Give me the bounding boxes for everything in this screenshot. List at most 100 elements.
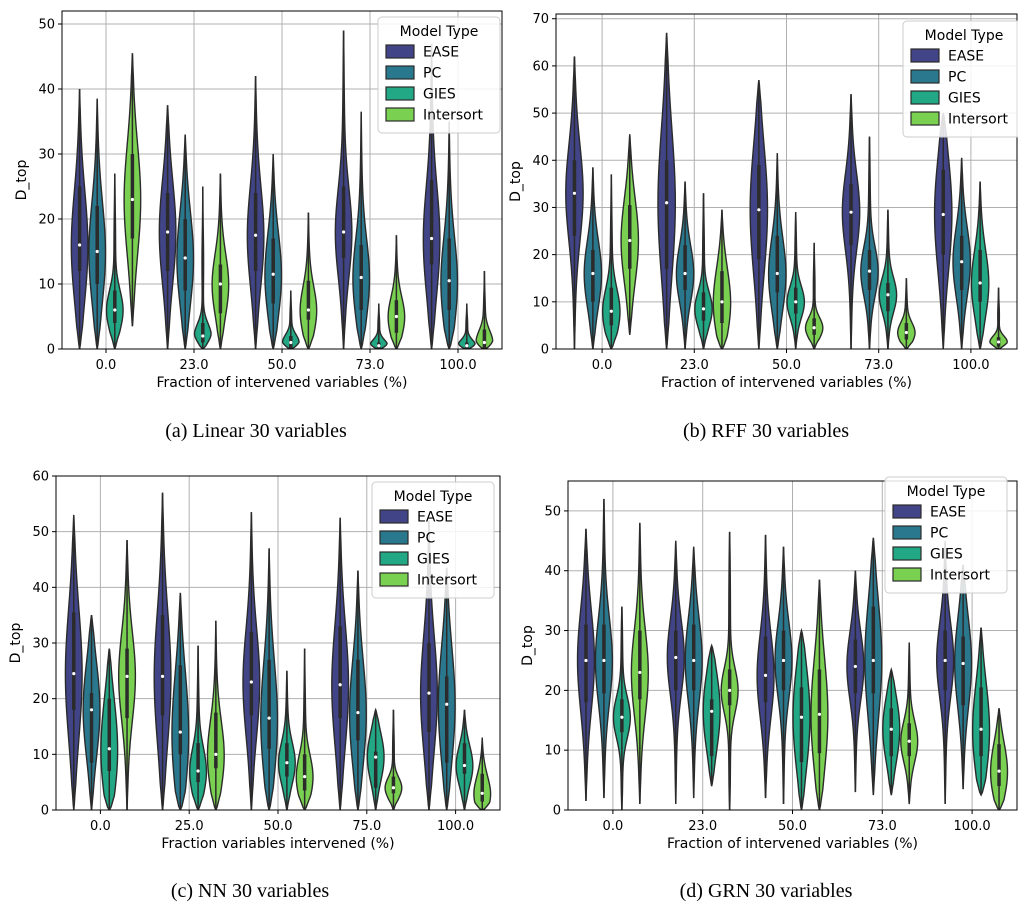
violin-median bbox=[218, 282, 222, 286]
violin-box bbox=[799, 687, 804, 763]
violin-box bbox=[444, 676, 449, 763]
violin-box bbox=[961, 636, 965, 706]
violin-box bbox=[979, 687, 983, 757]
violin-box bbox=[427, 643, 431, 733]
violins bbox=[565, 32, 1008, 349]
violin-box bbox=[267, 659, 271, 749]
legend: Model Type EASE PC GIES Intersort bbox=[371, 481, 495, 599]
violin-box bbox=[253, 193, 258, 271]
violin-box bbox=[462, 743, 467, 774]
x-tick-label: 25.0 bbox=[175, 819, 204, 834]
legend-title: Model Type bbox=[394, 489, 473, 505]
violin-median bbox=[757, 208, 761, 212]
y-tick-label: 0 bbox=[47, 343, 55, 358]
y-tick-label: 30 bbox=[32, 637, 49, 652]
violin-box bbox=[691, 624, 696, 691]
legend-title: Model Type bbox=[400, 24, 479, 40]
violin-box bbox=[160, 615, 165, 716]
x-tick-label: 100.0 bbox=[952, 358, 989, 373]
legend-label-ease: EASE bbox=[930, 505, 966, 521]
x-tick-label: 23.0 bbox=[180, 358, 209, 373]
violin-median bbox=[817, 712, 822, 716]
violins bbox=[576, 498, 1009, 810]
violin-median bbox=[683, 271, 687, 276]
violin-median bbox=[849, 210, 853, 214]
violin-median bbox=[374, 755, 378, 759]
violin-median bbox=[359, 275, 363, 280]
violin-box bbox=[584, 624, 588, 703]
legend-swatch-intersort bbox=[385, 107, 415, 122]
legend-label-gies: GIES bbox=[948, 91, 981, 107]
y-tick-label: 0 bbox=[541, 343, 549, 358]
violins bbox=[70, 30, 494, 349]
violin-median bbox=[289, 340, 293, 345]
y-tick-label: 50 bbox=[38, 18, 55, 33]
violin-median bbox=[812, 326, 816, 330]
legend-label-intersort: Intersort bbox=[930, 568, 990, 584]
legend-label-ease: EASE bbox=[417, 510, 453, 526]
legend-swatch-gies bbox=[892, 546, 922, 561]
violin-median bbox=[978, 281, 982, 285]
violin-median bbox=[728, 688, 732, 692]
violin-box bbox=[306, 280, 311, 320]
legend-swatch-pc bbox=[385, 65, 415, 80]
violin-box bbox=[674, 630, 678, 691]
y-tick-label: 50 bbox=[532, 107, 549, 122]
y-axis-label: D_top bbox=[8, 623, 24, 664]
violin-median bbox=[285, 761, 289, 765]
legend-swatch-pc bbox=[892, 525, 922, 540]
violin-box bbox=[113, 290, 117, 323]
violin-median bbox=[871, 658, 875, 663]
violin-median bbox=[701, 307, 706, 311]
panel-caption: (d) GRN 30 variables bbox=[680, 880, 853, 902]
violin-box bbox=[775, 235, 780, 293]
violin-median bbox=[303, 775, 307, 779]
violin-box bbox=[178, 665, 183, 755]
violin-median bbox=[183, 256, 187, 260]
violin-box bbox=[763, 636, 768, 703]
violin-median bbox=[996, 340, 1001, 344]
violin-median bbox=[72, 672, 76, 676]
legend-title: Model Type bbox=[907, 484, 986, 500]
violin-median bbox=[249, 680, 253, 684]
y-tick-label: 0 bbox=[41, 804, 49, 819]
violin-box bbox=[338, 626, 342, 719]
violin-box bbox=[183, 219, 187, 291]
violin-box bbox=[196, 743, 200, 783]
violin-box bbox=[89, 693, 94, 763]
violin-median bbox=[584, 658, 588, 663]
violin-median bbox=[775, 271, 779, 276]
violin-median bbox=[960, 260, 964, 264]
violin-median bbox=[89, 708, 94, 712]
x-tick-label: 50.0 bbox=[268, 358, 297, 373]
violin-box bbox=[720, 271, 724, 324]
violin-box bbox=[447, 238, 451, 310]
violin-median bbox=[430, 236, 434, 241]
x-axis-label: Fraction of intervened variables (%) bbox=[661, 375, 912, 391]
legend-swatch-intersort bbox=[892, 567, 922, 582]
x-tick-label: 0.0 bbox=[603, 819, 624, 834]
violin-box bbox=[871, 606, 876, 694]
violin-median bbox=[267, 716, 271, 720]
y-tick-label: 50 bbox=[544, 504, 561, 519]
legend-title: Model Type bbox=[925, 28, 1004, 44]
legend: Model Type EASE PC GIES Intersort bbox=[884, 476, 1008, 594]
violin-median bbox=[160, 674, 165, 679]
violin-median bbox=[214, 752, 218, 756]
y-tick-label: 30 bbox=[38, 148, 55, 163]
violins bbox=[64, 492, 492, 810]
y-tick-label: 10 bbox=[38, 278, 55, 293]
violin-median bbox=[78, 243, 82, 247]
violin-median bbox=[107, 747, 111, 751]
violin-median bbox=[867, 269, 872, 273]
panel-1: 0 10 20 30 40 50 0.0 23.0 50.0 73.0 100.0 Fraction … bbox=[14, 10, 503, 442]
violin-median bbox=[763, 673, 768, 678]
y-tick-label: 60 bbox=[32, 470, 49, 485]
violin-median bbox=[943, 658, 947, 663]
violin-median bbox=[178, 730, 182, 734]
violin-median bbox=[710, 709, 714, 713]
panel-caption: (a) Linear 30 variables bbox=[165, 420, 347, 442]
panel-4: 0 10 20 30 40 50 0.0 23.0 50.0 73.0 100.0 Fraction … bbox=[520, 476, 1018, 902]
violin-box bbox=[628, 205, 632, 269]
legend-label-intersort: Intersort bbox=[417, 573, 477, 589]
